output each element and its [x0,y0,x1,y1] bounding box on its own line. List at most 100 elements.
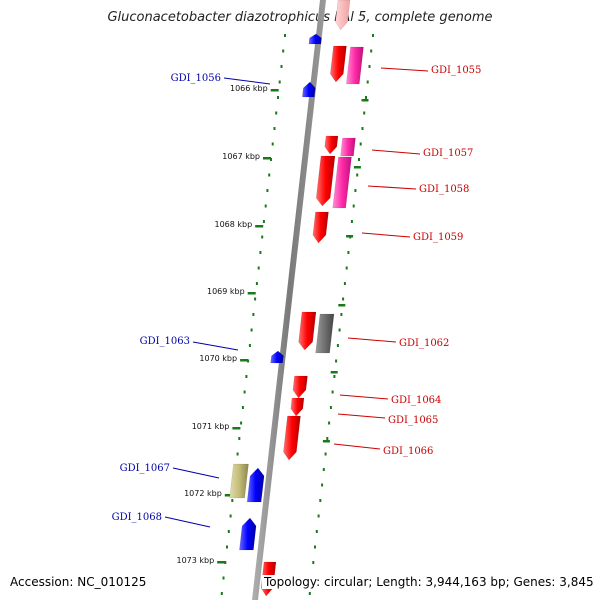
gene-arrow-1067-b[interactable] [246,467,265,503]
gene-label-gdi_1063[interactable]: GDI_1063 [140,336,190,347]
gene-label-gdi_1064[interactable]: GDI_1064 [391,395,441,406]
left-strand-dot [277,96,279,99]
gene-arrow-1055-a[interactable] [330,45,347,83]
gene-arrow-1068[interactable] [239,517,257,551]
gene-arrow-1056[interactable] [302,81,316,98]
left-strand-dot [236,452,239,456]
left-strand-dot [229,514,232,518]
right-strand-dot [328,421,331,425]
tick-mark [255,225,264,228]
right-strand-dot [358,158,360,161]
tick-label: 1069 kbp [207,287,245,296]
gene-arrow-1063[interactable] [270,350,284,364]
gene-box-1058-b[interactable] [332,156,352,209]
left-strand-dot [245,375,248,378]
label-leader-line [339,394,389,400]
right-strand-dot [329,406,332,409]
right-strand-dot [315,530,318,533]
gene-arrow-1057-a[interactable] [324,135,339,155]
label-leader-line [361,232,411,238]
tick-mark [270,89,279,92]
right-strand-dot [366,80,369,84]
tick-mark [322,440,330,443]
tick-mark [361,99,369,102]
right-strand-dot [336,344,339,347]
right-strand-dot [342,297,345,301]
gene-arrow-1058-a[interactable] [315,155,336,207]
tick-mark [263,157,271,160]
gene-label-gdi_1068[interactable]: GDI_1068 [112,512,162,523]
gene-label-gdi_1066[interactable]: GDI_1066 [383,446,433,457]
gene-label-gdi_1055[interactable]: GDI_1055 [431,65,481,76]
left-strand-dot [257,266,260,270]
left-strand-dot [222,576,225,580]
gene-arrow-1062-a[interactable] [298,311,317,351]
right-strand-dot [350,220,353,223]
right-strand-dot [321,483,324,487]
gene-label-gdi_1067[interactable]: GDI_1067 [120,463,170,474]
tick-mark [247,292,256,295]
tick-label: 1071 kbp [192,422,230,431]
tick-mark [346,235,354,238]
left-strand-dot [240,421,243,425]
label-leader-line [164,516,211,528]
right-strand-dot [314,545,316,549]
topology-text: Topology: circular; Length: 3,944,163 bp… [262,575,594,589]
gene-arrow-1064[interactable] [292,375,308,399]
label-leader-line [367,185,417,190]
gene-arrow-1065[interactable] [290,397,305,417]
gene-arrow-1059[interactable] [312,211,329,244]
gene-label-gdi_1062[interactable]: GDI_1062 [399,338,449,349]
right-strand-dot [345,266,348,270]
left-strand-dot [262,220,265,223]
accession-text: Accession: NC_010125 [10,575,147,589]
left-strand-dot [220,592,223,595]
tick-mark [330,371,338,374]
left-strand-dot [261,235,264,239]
gene-arrow-1066[interactable] [283,415,301,461]
left-strand-dot [280,65,283,68]
tick-label: 1067 kbp [222,152,260,161]
left-strand-dot [268,173,271,177]
left-strand-dot [266,189,269,192]
tick-mark [338,304,346,307]
label-leader-line [337,413,386,419]
gene-arrow-small[interactable] [308,33,322,45]
gene-box-1067-a[interactable] [229,463,249,499]
left-strand-dot [243,390,246,394]
scale-ticks: 1066 kbp 1067 kbp 1068 kbp 1069 kbp 1070 kbp… [176,84,369,565]
gene-label-gdi_1056[interactable]: GDI_1056 [171,73,221,84]
left-strand-dot [250,328,253,332]
right-strand-dot [363,111,366,115]
left-strand-dot [284,34,286,37]
right-strand-dot [324,452,327,456]
genome-title: Gluconacetobacter diazotrophicus PAl 5, … [107,10,493,25]
right-strand-dot [354,189,357,192]
left-strand-dot [238,437,241,440]
left-strand-dot [226,545,228,549]
gene-box-1055-b[interactable] [346,46,364,85]
left-strand-dot [227,530,230,533]
left-strand-dot [275,111,278,115]
right-strand-dot [370,49,373,53]
gene-label-gdi_1059[interactable]: GDI_1059 [413,232,463,243]
left-strand-dot [271,142,274,146]
gene-label-gdi_1065[interactable]: GDI_1065 [388,415,438,426]
label-leader-line [347,337,397,343]
tick-mark [224,494,233,497]
gene-label-gdi_1057[interactable]: GDI_1057 [423,148,473,159]
tick-label: 1073 kbp [176,556,214,565]
gene-box-1062-b[interactable] [315,313,335,354]
right-strand-dot [319,499,322,502]
right-strand-dot [308,592,311,595]
tick-mark [353,166,361,169]
gene-features [229,0,364,597]
chromosome-backbone [252,0,326,600]
gene-arrow-partial-top[interactable] [335,0,351,31]
tick-mark [232,427,241,430]
tick-label: 1070 kbp [199,354,237,363]
gene-box-1057-b[interactable] [340,137,356,157]
gene-label-gdi_1058[interactable]: GDI_1058 [419,184,469,195]
right-strand-dot [326,437,329,440]
